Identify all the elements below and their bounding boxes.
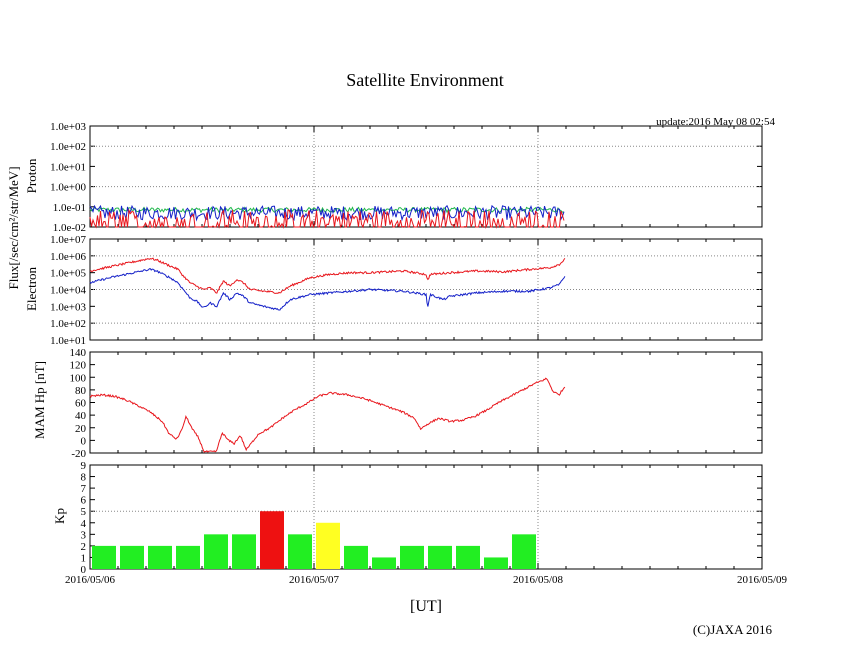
- kp-ytick-label-6: 6: [81, 495, 87, 507]
- hp-ylabel: MAM Hp [nT]: [32, 361, 47, 439]
- electron-ytick-label-5: 1.0e+06: [50, 251, 86, 263]
- x-tick-label-2: 2016/05/08: [513, 574, 564, 586]
- x-axis-label: [UT]: [410, 598, 442, 615]
- kp-ytick-label-3: 3: [81, 529, 87, 541]
- electron-ylabel: Electron: [24, 266, 39, 311]
- kp-bar-4: [204, 534, 228, 569]
- kp-ylabel: Kp: [52, 508, 67, 524]
- kp-bar-14: [484, 557, 508, 569]
- proton-ytick-label-5: 1.0e+03: [50, 121, 86, 133]
- kp-ytick-label-1: 1: [81, 552, 87, 564]
- electron-blue-line: [89, 268, 566, 311]
- proton-ytick-label-4: 1.0e+02: [50, 141, 86, 153]
- proton-ytick-label-0: 1.0e-02: [53, 222, 86, 234]
- kp-bar-10: [372, 557, 396, 569]
- proton-ytick-label-3: 1.0e+01: [50, 161, 86, 173]
- hp-frame: [89, 351, 763, 454]
- kp-bar-2: [148, 545, 172, 569]
- proton-ylabel: Proton: [24, 158, 39, 193]
- electron-red-line: [89, 257, 566, 294]
- kp-bar-1: [120, 545, 144, 569]
- kp-ytick-label-4: 4: [81, 518, 87, 530]
- kp-ytick-label-0: 0: [81, 564, 87, 576]
- x-tick-label-1: 2016/05/07: [289, 574, 340, 586]
- proton-red-line: [89, 208, 565, 229]
- kp-bar-9: [344, 545, 368, 569]
- kp-ytick-label-8: 8: [81, 472, 87, 484]
- credit-text: (C)JAXA 2016: [693, 622, 773, 637]
- hp-ytick-label-8: 140: [70, 347, 87, 359]
- hp-ytick-label-3: 40: [75, 410, 87, 422]
- kp-bar-7: [288, 534, 312, 569]
- update-timestamp: update:2016 May 08 02:54: [656, 116, 775, 128]
- kp-ytick-label-9: 9: [81, 460, 87, 472]
- x-tick-label-3: 2016/05/09: [737, 574, 788, 586]
- hp-ytick-label-2: 20: [75, 423, 87, 435]
- proton-ytick-label-1: 1.0e-01: [53, 202, 86, 214]
- x-tick-label-0: 2016/05/06: [65, 574, 116, 586]
- hp-ytick-label-5: 80: [75, 385, 87, 397]
- plot-layer: 1.0e-02 1.0e-01 1.0e+00 1.0e+01 1.0e+02 1.0e+…: [50, 121, 787, 586]
- electron-ytick-label-3: 1.0e+04: [50, 285, 86, 297]
- chart-title: Satellite Environment: [346, 70, 503, 90]
- proton-frame: [89, 125, 763, 228]
- electron-ytick-label-0: 1.0e+01: [50, 335, 86, 347]
- kp-bar-12: [428, 545, 452, 569]
- kp-bar-0: [92, 545, 116, 569]
- kp-ytick-label-5: 5: [81, 506, 87, 518]
- kp-bar-6: [260, 511, 284, 569]
- proton-green-line: [89, 206, 565, 214]
- hp-ytick-label-7: 120: [70, 360, 87, 372]
- kp-bar-15: [512, 534, 536, 569]
- electron-ytick-label-1: 1.0e+02: [50, 318, 86, 330]
- electron-ytick-label-2: 1.0e+03: [50, 301, 86, 313]
- hp-ytick-label-1: 0: [81, 435, 87, 447]
- kp-bar-3: [176, 545, 200, 569]
- electron-ytick-label-6: 1.0e+07: [50, 234, 86, 246]
- hp-ytick-label-6: 100: [70, 372, 87, 384]
- hp-ytick-label-4: 60: [75, 398, 87, 410]
- kp-bar-11: [400, 545, 424, 569]
- electron-ytick-label-4: 1.0e+05: [50, 268, 86, 280]
- shared-flux-ylabel: Flux[/sec/cm²/str/MeV]: [6, 166, 21, 289]
- kp-bar-13: [456, 545, 480, 569]
- kp-bar-8: [316, 522, 340, 569]
- kp-ytick-label-7: 7: [81, 483, 87, 495]
- hp-ytick-label-0: -20: [71, 448, 86, 460]
- proton-ytick-label-2: 1.0e+00: [50, 182, 86, 194]
- kp-ytick-label-2: 2: [81, 541, 87, 553]
- kp-bar-5: [232, 534, 256, 569]
- proton-blue-line: [89, 204, 565, 222]
- hp-red-line: [89, 377, 566, 453]
